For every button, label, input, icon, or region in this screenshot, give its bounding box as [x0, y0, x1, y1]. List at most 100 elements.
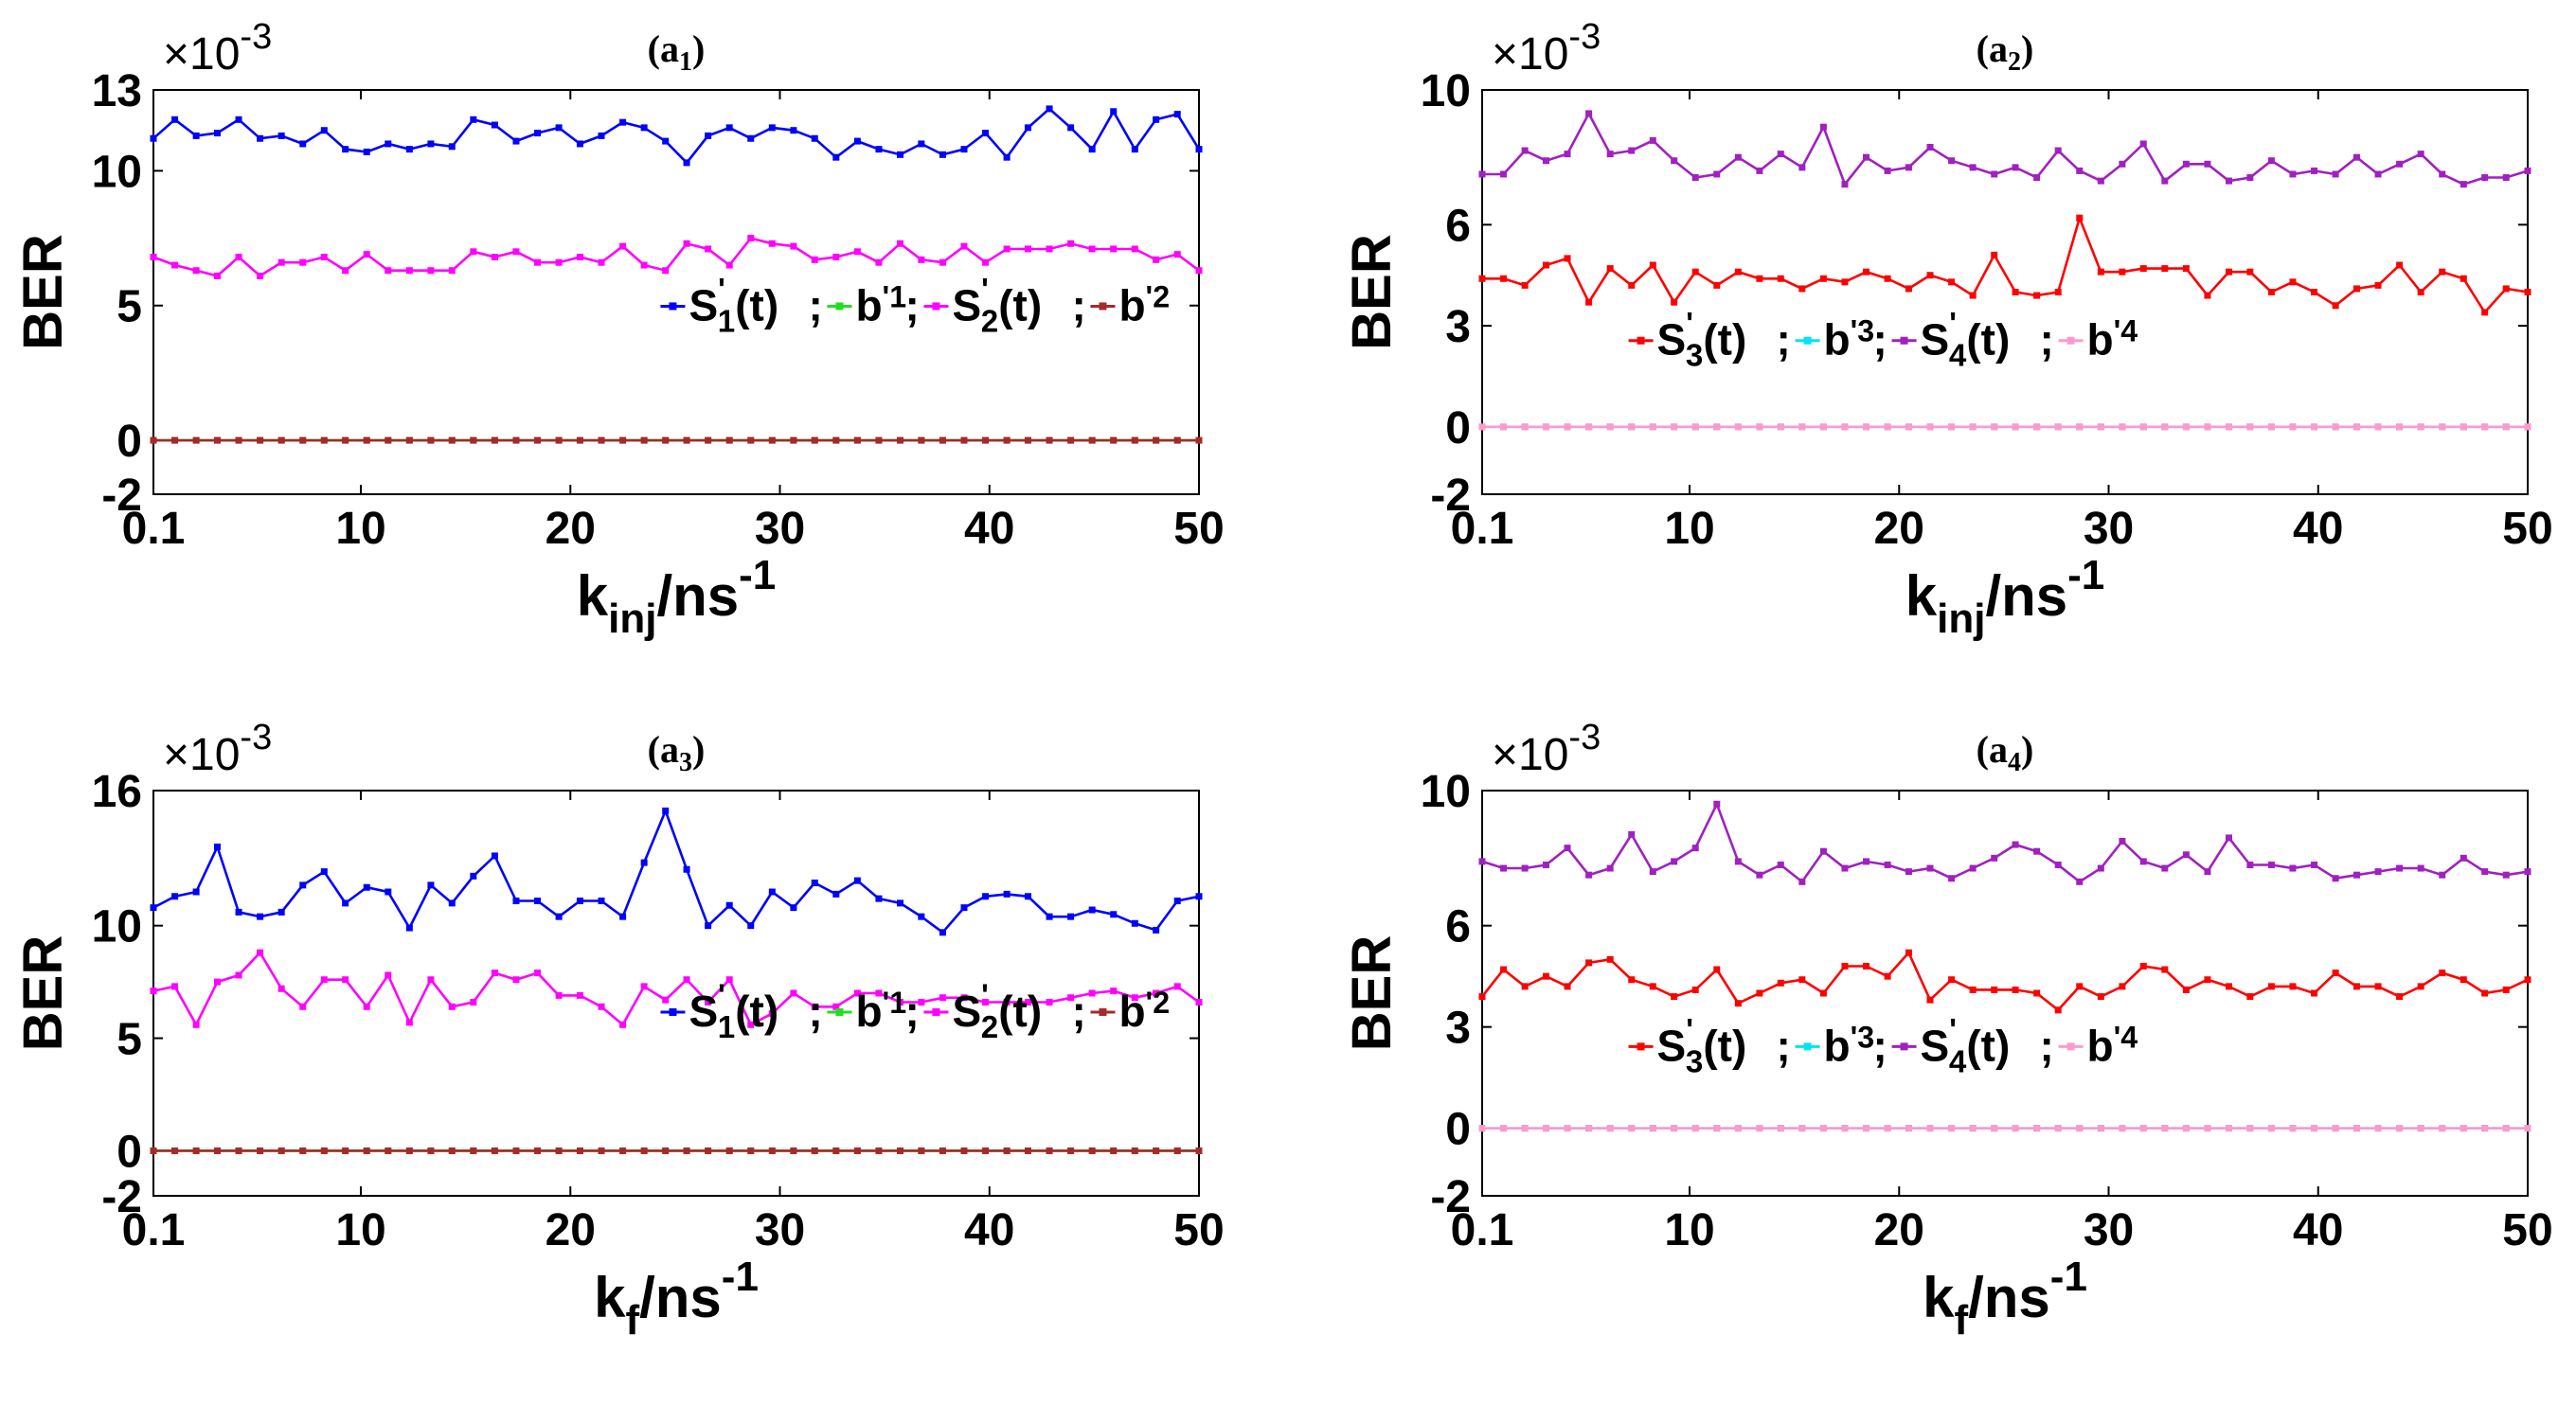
data-point [2267, 861, 2275, 868]
data-point [1884, 275, 1891, 282]
data-point [640, 261, 648, 269]
data-point [1478, 858, 1486, 865]
legend-item-b'3-base: b [1824, 315, 1851, 365]
data-point [2246, 993, 2254, 1001]
legend-item-b'2-sup: '2 [1146, 986, 1171, 1020]
x-axis-title-rest: /ns [1985, 564, 2067, 628]
y-exponent-power: -3 [240, 718, 272, 757]
data-point [299, 881, 307, 889]
data-point [1948, 157, 1956, 165]
data-point [1969, 986, 1977, 993]
data-point [2119, 838, 2126, 845]
data-point [2396, 1125, 2404, 1132]
x-tick-label: 30 [755, 1205, 805, 1255]
legend-separator: ; [2040, 1021, 2054, 1070]
data-point [342, 146, 349, 153]
legend-item-b'4: b'4 [2087, 1020, 2138, 1070]
data-point [1195, 436, 1203, 444]
data-point [939, 258, 946, 266]
data-point [1110, 1147, 1118, 1154]
data-point [405, 1147, 413, 1154]
data-point [512, 1147, 520, 1154]
data-point [768, 436, 776, 444]
data-point [448, 267, 456, 275]
legend: S' 3(t); b'3; S' 4(t); b'4 [1628, 307, 2138, 374]
data-point [2033, 1125, 2041, 1132]
data-point [619, 913, 627, 920]
data-point [918, 256, 925, 263]
legend-separator: ; [808, 280, 822, 329]
data-point [619, 118, 627, 126]
data-point [1628, 281, 1636, 289]
data-point [853, 989, 861, 997]
legend-swatch-marker [2066, 1042, 2075, 1051]
data-point [1819, 123, 1827, 131]
data-point [2267, 423, 2275, 431]
data-point [1131, 1147, 1138, 1154]
data-point [385, 1147, 392, 1154]
data-point [598, 898, 605, 905]
data-point [2076, 983, 2084, 990]
data-point [2054, 861, 2062, 868]
data-point [1905, 285, 1912, 293]
data-point [277, 1147, 285, 1154]
legend-item-b'1-base: b [855, 280, 882, 329]
data-point [1819, 989, 1827, 997]
legend-item-b'1-sup: '1 [883, 279, 907, 313]
data-point [2097, 993, 2104, 1001]
legend-swatch-marker [1637, 1042, 1645, 1051]
data-point [1585, 871, 1593, 879]
x-axis-title-sub: f [1954, 1297, 1968, 1344]
data-point [491, 121, 498, 129]
data-point [1756, 871, 1763, 879]
data-point [939, 994, 946, 1002]
x-axis-title-main: k [594, 1266, 626, 1329]
data-point [1003, 436, 1011, 444]
panel-title-sub: 4 [2008, 748, 2021, 777]
data-point [1606, 955, 1614, 963]
data-point [2182, 1125, 2190, 1132]
data-point [2396, 160, 2404, 168]
data-point [2054, 289, 2062, 295]
x-axis-title-sub: f [625, 1297, 639, 1344]
data-point [768, 240, 776, 247]
legend-item-S'4(t)-sub: 4 [1949, 339, 1967, 374]
data-point [1734, 1000, 1742, 1007]
data-point [2204, 976, 2211, 984]
data-point [1478, 1125, 1486, 1132]
data-point [982, 258, 990, 266]
data-point [257, 436, 264, 444]
legend-item-b'1-base: b [855, 987, 882, 1036]
data-point [1628, 830, 1636, 838]
data-point [470, 999, 477, 1006]
data-point [1713, 800, 1721, 808]
legend-item-S'1(t)-sub: 1 [718, 1010, 735, 1045]
data-point [235, 971, 242, 979]
legend-item-S'4(t)-base: S [1921, 315, 1950, 365]
series-line-S'3(t) [1480, 950, 2529, 1012]
data-point [1841, 181, 1849, 188]
x-tick-label: 30 [2084, 504, 2134, 554]
data-point [790, 989, 797, 997]
panel-title-main: (a [1977, 728, 2008, 771]
data-point [2267, 983, 2275, 990]
x-tick-label: 40 [964, 1205, 1014, 1255]
data-point [320, 253, 328, 260]
legend-item-b'3-sup: '3 [1851, 1020, 1875, 1054]
data-point [555, 991, 563, 999]
data-point [725, 261, 733, 269]
legend-item-S'1(t)-base: S [689, 280, 718, 329]
data-point [2012, 289, 2019, 295]
x-axis-title-main: k [1923, 1266, 1955, 1329]
x-tick-label: 0.1 [122, 1205, 186, 1255]
data-point [897, 240, 904, 247]
data-point [1046, 913, 1053, 920]
data-point [2439, 423, 2446, 431]
legend-item-b'3: b'3 [1824, 314, 1875, 365]
data-point [1713, 423, 1721, 431]
data-point [683, 159, 690, 167]
data-point [1777, 861, 1784, 868]
x-tick-label: 20 [1874, 1205, 1924, 1255]
data-point [2311, 989, 2318, 997]
